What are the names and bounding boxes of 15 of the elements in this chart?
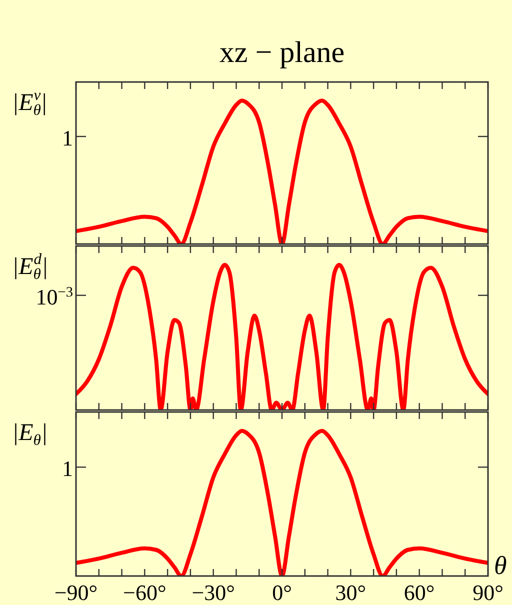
x-tick-label: 90°: [472, 580, 504, 605]
y-axis-title: |E$_{θ}$$^{v}$|: [12, 87, 48, 119]
x-tick-label: −30°: [192, 580, 235, 605]
chart-title: xz − plane: [219, 36, 345, 69]
text: 10$^{−3}$: [36, 284, 73, 310]
text: 1: [62, 125, 73, 150]
x-tick-label: 30°: [335, 580, 366, 605]
y-axis-title: |E$_{θ}$|: [12, 420, 48, 449]
y-axis-title: |E$_{θ}$$^{d}$|: [12, 251, 48, 283]
x-tick-label: −60°: [123, 580, 166, 605]
text: 1: [62, 456, 73, 482]
x-tick-label: 0°: [272, 580, 292, 605]
x-axis-title: θ: [494, 551, 507, 580]
x-tick-label: −90°: [54, 580, 98, 605]
x-tick-label: 60°: [404, 580, 435, 605]
